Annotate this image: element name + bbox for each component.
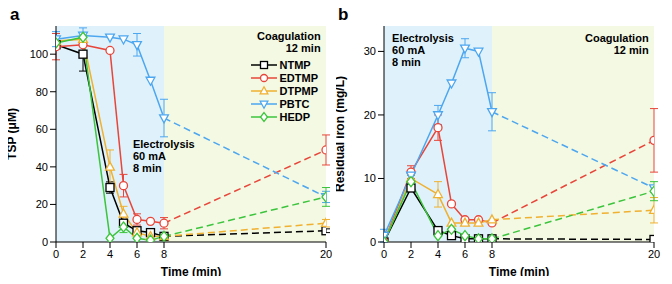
- svg-text:4: 4: [107, 248, 113, 260]
- svg-text:8: 8: [489, 248, 495, 260]
- svg-text:0: 0: [381, 248, 387, 260]
- html-text:NTMP: NTMP: [279, 58, 311, 71]
- svg-text:6: 6: [462, 248, 468, 260]
- html-text:a: a: [10, 5, 20, 24]
- html-text:PBTC: PBTC: [279, 97, 310, 110]
- svg-text:30: 30: [364, 45, 376, 57]
- html-text:b: b: [338, 5, 349, 24]
- svg-text:10: 10: [364, 172, 376, 184]
- html-text:8 min: 8 min: [392, 56, 421, 69]
- svg-text:8: 8: [161, 248, 167, 260]
- svg-text:Time (min): Time (min): [489, 265, 549, 276]
- html-text:12 min: 12 min: [285, 42, 321, 55]
- svg-text:100: 100: [30, 48, 48, 60]
- html-text:60 mA: 60 mA: [132, 150, 166, 163]
- svg-text:0: 0: [370, 236, 376, 248]
- html-text:60 mA: 60 mA: [392, 44, 426, 57]
- svg-text:6: 6: [134, 248, 140, 260]
- html-text:HEDP: HEDP: [279, 110, 311, 123]
- svg-text:Residual iron (mg/L): Residual iron (mg/L): [336, 76, 347, 192]
- html-text:12 min: 12 min: [613, 44, 649, 57]
- svg-text:20: 20: [36, 198, 48, 210]
- svg-text:0: 0: [53, 248, 59, 260]
- html-text:Electrolysis: Electrolysis: [392, 32, 454, 45]
- svg-text:20: 20: [364, 109, 376, 121]
- svg-text:2: 2: [80, 248, 86, 260]
- html-text:Coagulation: Coagulation: [257, 30, 321, 43]
- html-text:EDTMP: EDTMP: [279, 71, 318, 84]
- svg-text:80: 80: [36, 86, 48, 98]
- svg-text:40: 40: [36, 161, 48, 173]
- svg-text:60: 60: [36, 123, 48, 135]
- html-text:8 min: 8 min: [132, 162, 162, 175]
- html-text:DTPMP: DTPMP: [279, 84, 318, 97]
- svg-text:20: 20: [648, 248, 660, 260]
- svg-text:0: 0: [42, 236, 48, 248]
- svg-text:20: 20: [320, 248, 332, 260]
- svg-text:2: 2: [408, 248, 414, 260]
- svg-text:Time (min): Time (min): [161, 265, 221, 276]
- html-text:Electrolysis: Electrolysis: [132, 138, 195, 151]
- html-text:Coagulation: Coagulation: [585, 32, 649, 45]
- svg-text:4: 4: [435, 248, 441, 260]
- svg-text:TSP (μM): TSP (μM): [8, 108, 19, 160]
